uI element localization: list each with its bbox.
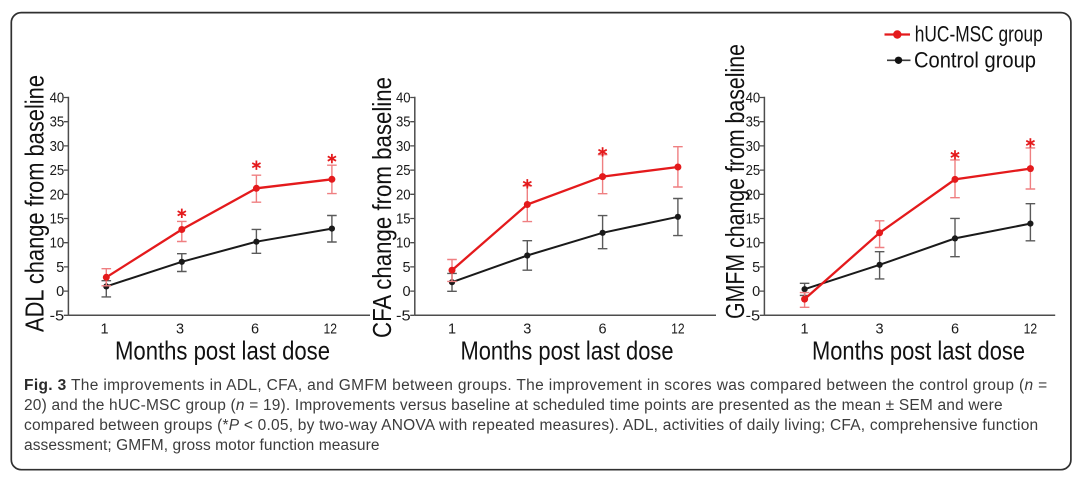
svg-text:-5: -5 bbox=[746, 308, 761, 324]
svg-text:35: 35 bbox=[396, 115, 411, 131]
svg-text:40: 40 bbox=[396, 91, 411, 107]
svg-text:10: 10 bbox=[746, 236, 761, 252]
svg-text:Months post last dose: Months post last dose bbox=[461, 336, 674, 366]
svg-text:40: 40 bbox=[50, 91, 65, 107]
svg-text:3: 3 bbox=[523, 321, 531, 337]
svg-text:6: 6 bbox=[251, 321, 259, 337]
svg-text:1: 1 bbox=[448, 321, 456, 337]
svg-text:30: 30 bbox=[396, 139, 411, 155]
svg-text:ADL change from baseline: ADL change from baseline bbox=[19, 75, 49, 332]
svg-text:12: 12 bbox=[1024, 321, 1038, 337]
svg-text:1: 1 bbox=[100, 321, 108, 337]
svg-text:CFA change from baseline: CFA change from baseline bbox=[367, 77, 397, 338]
svg-text:5: 5 bbox=[56, 260, 64, 276]
svg-text:Months post last dose: Months post last dose bbox=[812, 336, 1025, 366]
svg-text:0: 0 bbox=[403, 284, 411, 300]
svg-text:Months post last dose: Months post last dose bbox=[115, 336, 330, 366]
svg-text:5: 5 bbox=[403, 260, 411, 276]
svg-text:12: 12 bbox=[324, 321, 338, 337]
svg-text:25: 25 bbox=[396, 163, 411, 179]
svg-text:20: 20 bbox=[746, 187, 761, 203]
svg-text:20: 20 bbox=[50, 187, 65, 203]
svg-text:25: 25 bbox=[50, 163, 65, 179]
svg-text:10: 10 bbox=[50, 236, 65, 252]
svg-text:3: 3 bbox=[176, 321, 184, 337]
svg-text:40: 40 bbox=[746, 91, 761, 107]
svg-text:35: 35 bbox=[50, 115, 65, 131]
svg-text:-5: -5 bbox=[396, 308, 411, 324]
svg-text:6: 6 bbox=[951, 321, 959, 337]
svg-text:Control group: Control group bbox=[914, 48, 1036, 73]
svg-text:GMFM change from baseline: GMFM change from baseline bbox=[720, 44, 750, 319]
svg-text:-5: -5 bbox=[50, 308, 65, 324]
svg-text:6: 6 bbox=[599, 321, 607, 337]
svg-text:30: 30 bbox=[746, 139, 761, 155]
svg-text:20: 20 bbox=[396, 187, 411, 203]
svg-text:15: 15 bbox=[746, 212, 761, 228]
svg-text:35: 35 bbox=[746, 115, 761, 131]
svg-text:0: 0 bbox=[752, 284, 760, 300]
svg-text:5: 5 bbox=[752, 260, 760, 276]
svg-text:0: 0 bbox=[56, 284, 64, 300]
svg-text:10: 10 bbox=[396, 236, 411, 252]
svg-text:30: 30 bbox=[50, 139, 65, 155]
svg-text:15: 15 bbox=[50, 212, 65, 228]
svg-text:3: 3 bbox=[876, 321, 884, 337]
svg-text:25: 25 bbox=[746, 163, 761, 179]
svg-text:1: 1 bbox=[801, 321, 809, 337]
svg-text:hUC-MSC group: hUC-MSC group bbox=[915, 21, 1043, 46]
svg-text:15: 15 bbox=[396, 212, 411, 228]
svg-text:12: 12 bbox=[671, 321, 685, 337]
